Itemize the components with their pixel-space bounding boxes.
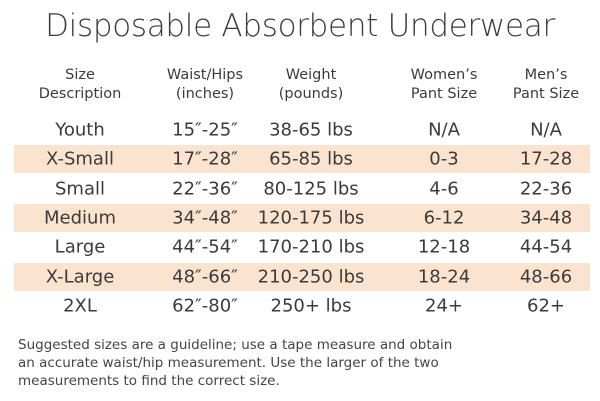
header-cell: Weight (285, 67, 337, 83)
table-cell: 34″-48″ (172, 207, 238, 229)
table-cell: 44″-54″ (172, 236, 238, 258)
table-cell: 250+ lbs (270, 295, 352, 317)
table-cell: 22-36 (519, 178, 573, 200)
table-cell: 80-125 lbs (263, 178, 359, 200)
table-cell: 170-210 lbs (257, 236, 365, 258)
footnote-line: measurements to find the correct size. (18, 373, 280, 389)
row-stripe (14, 145, 590, 174)
row-stripe (14, 262, 590, 291)
table-cell: 48″-66″ (172, 266, 238, 287)
table-cell: 18-24 (417, 266, 471, 287)
header-cell: (inches) (175, 86, 235, 102)
table-cell: 62+ (527, 295, 565, 317)
footnote-line: Suggested sizes are a guideline; use a t… (18, 337, 453, 353)
header-cell: Size (65, 67, 95, 83)
table-cell: 4-6 (429, 178, 459, 200)
table-cell: 34-48 (519, 207, 573, 229)
table-cell: Large (54, 236, 106, 258)
table-cell: 17″-28″ (172, 148, 238, 170)
table-cell: 2XL (63, 295, 97, 317)
table-cell: 44-54 (519, 236, 573, 258)
footnote-line: an accurate waist/hip measurement. Use t… (18, 355, 439, 371)
table-cell: N/A (428, 119, 460, 141)
table-cell: 17-28 (519, 148, 573, 170)
table-cell: X-Large (45, 266, 115, 287)
header-cell: Waist/Hips (166, 67, 244, 83)
title: Disposable Absorbent Underwear (45, 8, 555, 44)
table-cell: Medium (44, 207, 116, 229)
table-cell: 24+ (425, 295, 463, 317)
table-cell: 120-175 lbs (257, 207, 365, 229)
table-cell: 210-250 lbs (257, 266, 365, 287)
table-cell: 12-18 (417, 236, 471, 258)
table-cell: 22″-36″ (172, 178, 238, 200)
table-cell: Youth (55, 119, 105, 141)
table-cell: 0-3 (429, 148, 459, 170)
header-cell: Men’s (524, 67, 568, 83)
table-cell: 62″-80″ (172, 295, 238, 317)
table-cell: 48-66 (519, 266, 573, 287)
table-cell: 38-65 lbs (269, 119, 353, 141)
header-cell: (pounds) (278, 86, 344, 102)
table-cell: 15″-25″ (172, 119, 238, 141)
row-stripe (14, 203, 590, 232)
table-cell: X-Small (46, 148, 114, 170)
table-cell: Small (55, 178, 105, 200)
table-cell: 65-85 lbs (269, 148, 353, 170)
header-cell: Women’s (410, 67, 478, 83)
header-cell: Description (38, 86, 122, 102)
table-cell: N/A (530, 119, 562, 141)
header-cell: Pant Size (410, 86, 478, 102)
header-cell: Pant Size (512, 86, 580, 102)
table-cell: 6-12 (423, 207, 465, 229)
